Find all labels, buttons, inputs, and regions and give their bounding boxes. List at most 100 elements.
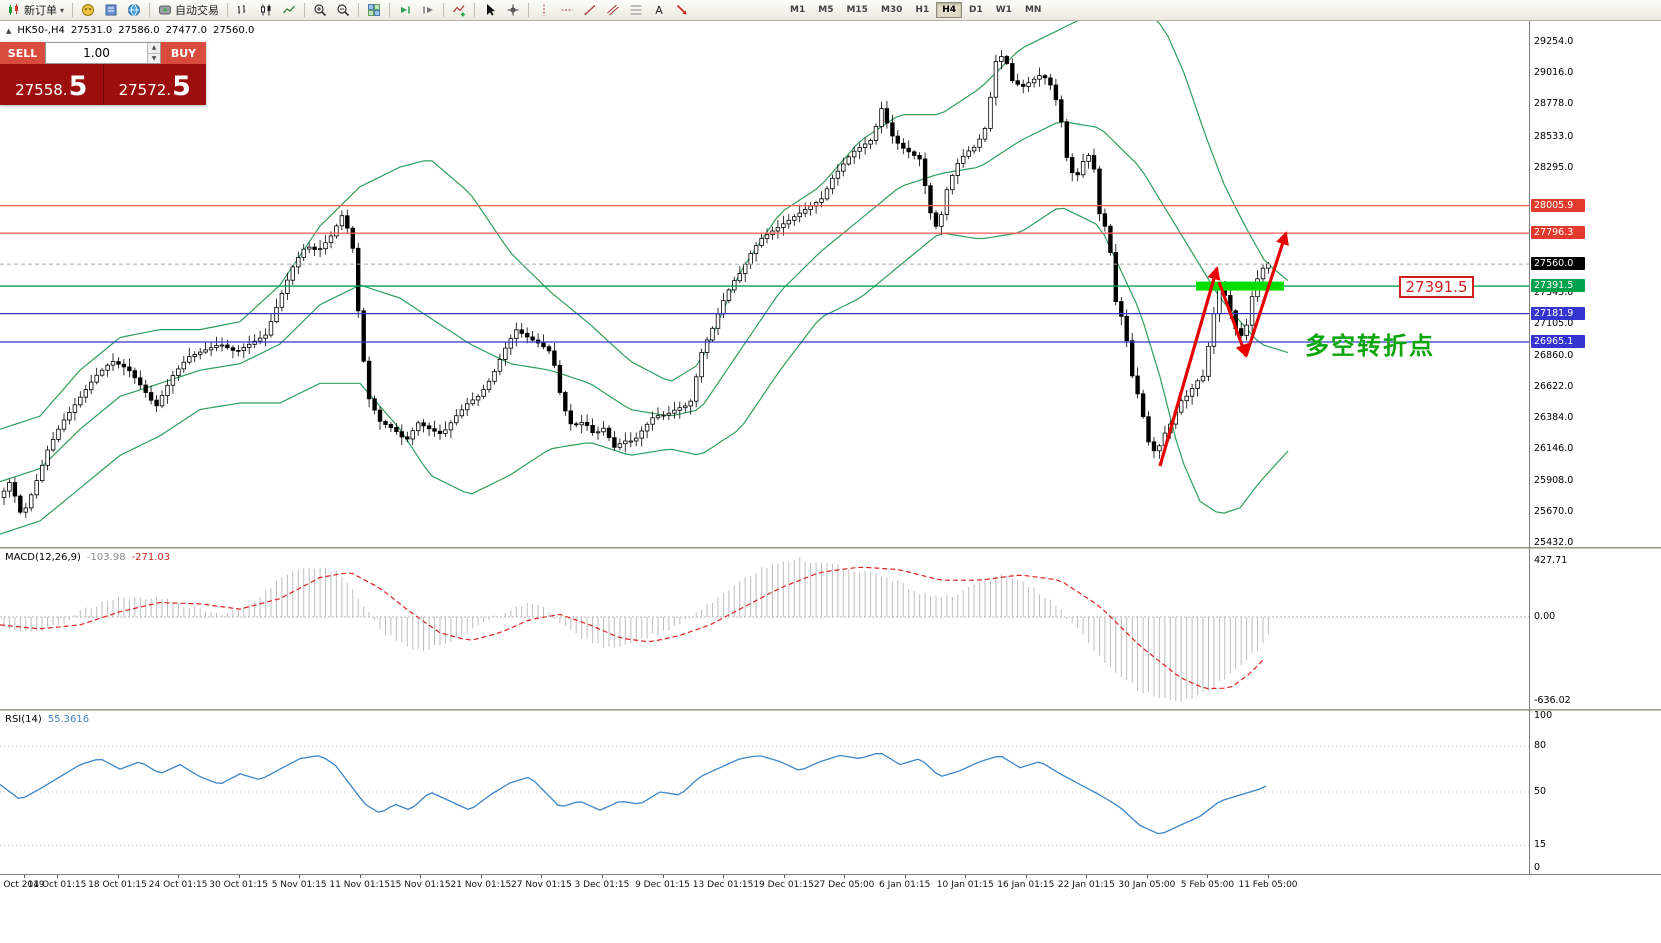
bollinger-upper-band (0, 21, 1289, 430)
time-tick (541, 875, 543, 878)
time-label: 22 Jan 01:15 (1057, 880, 1115, 890)
timeframe-m30[interactable]: M30 (875, 2, 908, 18)
buy-button[interactable]: BUY (161, 42, 206, 64)
time-tick (783, 875, 785, 878)
indicators-button[interactable] (448, 1, 470, 19)
symbol-name: HK50-,H4 (17, 25, 65, 36)
price-tick: 26384.0 (1534, 412, 1574, 424)
time-label: 18 Oct 01:15 (88, 880, 147, 890)
new-order-button[interactable]: 新订单 ▾ (3, 1, 68, 19)
timeframe-d1[interactable]: D1 (963, 2, 989, 18)
arrows-button[interactable] (671, 1, 693, 19)
time-tick (480, 875, 482, 878)
time-tick (601, 875, 603, 878)
macd-canvas[interactable] (0, 549, 1529, 709)
market-watch-button[interactable] (123, 1, 145, 19)
time-label: 15 Nov 01:15 (389, 880, 451, 890)
horizontal-line-button[interactable] (556, 1, 578, 19)
channel-button[interactable] (602, 1, 624, 19)
tile-windows-icon (368, 4, 381, 16)
time-label: 5 Feb 05:00 (1180, 880, 1235, 890)
timeframe-mn[interactable]: MN (1019, 2, 1048, 18)
volume-decrease-button[interactable]: ▼ (148, 53, 160, 63)
bar-chart-icon (237, 5, 246, 14)
candles (1, 50, 1271, 518)
zoom-in-icon (314, 4, 327, 17)
vertical-line-button[interactable] (533, 1, 555, 19)
price-level-label: 27391.5 (1399, 276, 1474, 298)
time-tick (359, 875, 361, 878)
tile-windows-button[interactable] (363, 1, 385, 19)
price-tick: 29016.0 (1534, 67, 1574, 79)
sell-price-value: 27558. (15, 81, 68, 99)
time-tick (1268, 875, 1269, 878)
auto-trading-icon (159, 5, 172, 15)
time-tick (24, 875, 25, 878)
rsi-name: RSI(14) (5, 714, 42, 725)
globe-icon (128, 4, 141, 16)
timeframe-h1[interactable]: H1 (909, 2, 935, 18)
rsi-canvas[interactable] (0, 711, 1529, 874)
zoom-in-button[interactable] (309, 1, 331, 19)
scripts-button[interactable] (100, 1, 122, 19)
timeframe-h4[interactable]: H4 (936, 2, 963, 18)
auto-trading-button[interactable]: 自动交易 (154, 1, 223, 19)
price-tick: 25432.0 (1534, 537, 1574, 548)
price-tick: 28295.0 (1534, 161, 1574, 173)
time-label: 19 Dec 01:15 (753, 880, 814, 890)
bollinger-middle-band (0, 121, 1289, 483)
svg-text:A: A (655, 4, 663, 17)
new-order-label: 新订单 (24, 4, 57, 17)
pane-splitter-macd[interactable] (0, 547, 1661, 549)
cursor-button[interactable] (479, 1, 501, 19)
main-chart-canvas[interactable] (0, 21, 1529, 547)
sell-price-button[interactable]: 27558. 5 (0, 64, 104, 105)
fibonacci-button[interactable] (625, 1, 647, 19)
volume-control: ▲ ▼ (45, 42, 161, 64)
sell-price-big-digit: 5 (68, 71, 88, 102)
time-label: 30 Jan 05:00 (1118, 880, 1176, 890)
line-chart-button[interactable] (278, 1, 300, 19)
trendline-button[interactable] (579, 1, 601, 19)
sell-button[interactable]: SELL (0, 42, 45, 64)
open-value: 27531.0 (70, 25, 113, 36)
macd-axis-value: -636.02 (1534, 694, 1571, 706)
price-axis-line (1529, 21, 1530, 874)
bar-chart-button[interactable] (232, 1, 254, 19)
new-order-icon (9, 4, 18, 15)
price-marker: 28005.9 (1531, 198, 1585, 212)
auto-scroll-button[interactable] (394, 1, 416, 19)
volume-input[interactable] (46, 46, 147, 60)
time-tick (178, 875, 180, 878)
time-tick (1207, 875, 1209, 878)
time-tick (117, 875, 119, 878)
timeframe-m15[interactable]: M15 (840, 2, 873, 18)
text-button[interactable]: A (648, 1, 670, 19)
zoom-out-button[interactable] (332, 1, 354, 19)
pane-splitter-rsi[interactable] (0, 709, 1661, 711)
turning-point-annotation: 多空转折点 (1305, 332, 1435, 360)
expert-advisors-button[interactable] (77, 1, 99, 19)
price-axis[interactable]: 29254.029016.028778.028533.028295.027343… (1530, 0, 1661, 943)
text-icon: A (655, 4, 663, 17)
crosshair-button[interactable] (502, 1, 524, 19)
one-click-trading-panel: SELL ▲ ▼ BUY 27558.5 27572.5 (0, 42, 206, 105)
high-value: 27586.0 (118, 25, 160, 36)
time-axis[interactable]: Oct 2019 14 Oct 01:15 18 Oct 01:15 24 Oct 0… (0, 875, 1529, 943)
macd-signal-line (0, 566, 1265, 690)
time-label: 11 Feb 05:00 (1238, 880, 1298, 890)
timeframe-m5[interactable]: M5 (812, 2, 839, 18)
candlestick-chart-button[interactable] (255, 1, 277, 19)
cursor-icon (487, 4, 496, 16)
time-label: 14 Oct 01:15 (27, 880, 87, 890)
timeframe-m1[interactable]: M1 (784, 2, 811, 18)
expert-advisors-icon (82, 4, 95, 16)
price-marker: 27560.0 (1531, 257, 1585, 271)
chart-shift-button[interactable] (417, 1, 439, 19)
timeframe-w1[interactable]: W1 (990, 2, 1018, 18)
buy-price-button[interactable]: 27572. 5 (104, 64, 207, 105)
auto-trading-label: 自动交易 (175, 4, 220, 17)
zoom-out-icon (337, 4, 350, 17)
volume-increase-button[interactable]: ▲ (148, 43, 160, 54)
ohlc-info: ▲ HK50-,H4 27531.0 27586.0 27477.0 27560… (6, 25, 254, 36)
